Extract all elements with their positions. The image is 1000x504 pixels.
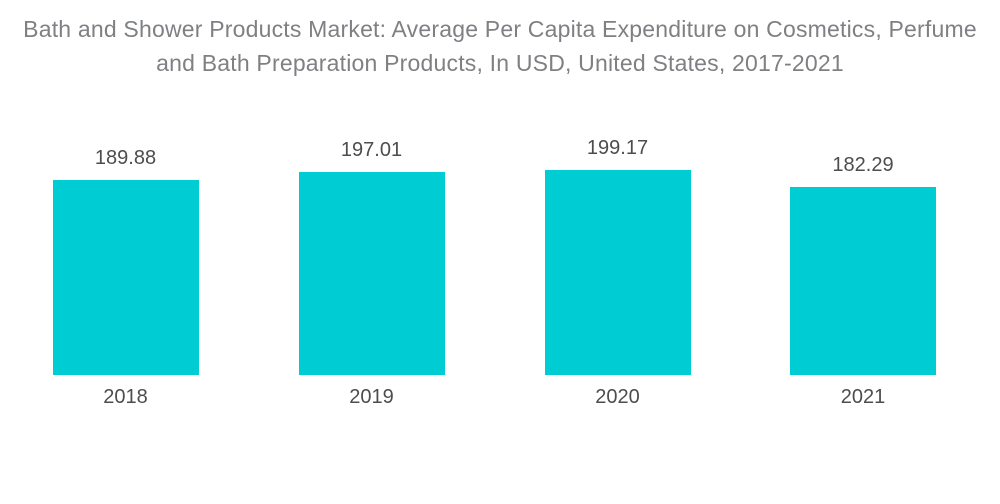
x-axis-label: 2021 bbox=[840, 386, 886, 408]
bar-value-label: 189.88 bbox=[94, 147, 157, 169]
x-axis-label: 2018 bbox=[103, 386, 148, 408]
bar-2021 bbox=[790, 187, 936, 375]
x-axis-label: 2020 bbox=[595, 386, 640, 408]
bar-value-label: 197.01 bbox=[340, 139, 403, 161]
chart-title-line1: Bath and Shower Products Market: Average… bbox=[23, 16, 977, 42]
bar-value-label: 182.29 bbox=[832, 154, 894, 176]
bar-2020 bbox=[544, 170, 691, 375]
x-axis-label: 2019 bbox=[349, 386, 394, 408]
bar-2019 bbox=[298, 172, 445, 375]
chart-title: Bath and Shower Products Market: Average… bbox=[0, 12, 1000, 80]
bar-value-label: 199.17 bbox=[586, 137, 649, 159]
chart-title-line2: and Bath Preparation Products, In USD, U… bbox=[156, 50, 844, 76]
bar-2018 bbox=[52, 180, 199, 375]
